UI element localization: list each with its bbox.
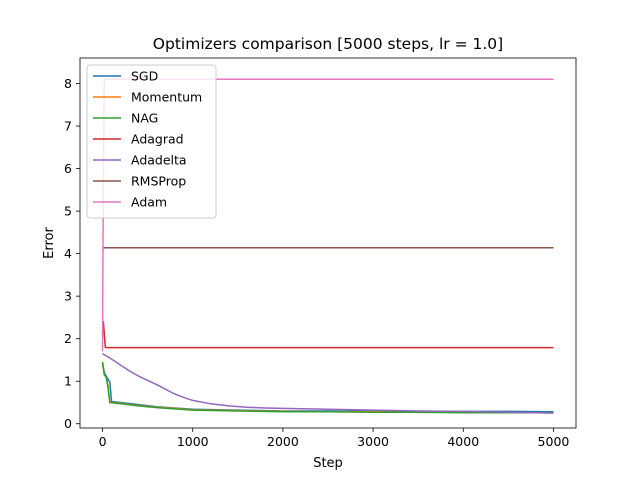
legend-label-nag: NAG (131, 111, 158, 126)
y-tick-label: 2 (64, 331, 72, 346)
y-tick-label: 6 (64, 161, 72, 176)
x-tick-label: 5000 (538, 434, 570, 449)
y-tick-label: 5 (64, 204, 72, 219)
legend-label-momentum: Momentum (131, 90, 202, 105)
y-tick-label: 3 (64, 289, 72, 304)
y-tick-label: 4 (64, 246, 72, 261)
x-axis-label: Step (313, 456, 343, 471)
series-line-sgd (101, 361, 554, 413)
x-axis-ticks: 0 1000 2000 3000 4000 5000 (99, 428, 570, 449)
y-tick-label: 8 (64, 76, 72, 91)
series-line-momentum (101, 361, 554, 414)
legend-label-sgd: SGD (131, 69, 158, 84)
y-tick-label: 7 (64, 119, 72, 134)
legend-label-adadelta: Adadelta (131, 153, 187, 168)
legend-label-adam: Adam (131, 195, 167, 210)
series-line-adagrad (102, 320, 554, 349)
y-axis-ticks: 0 1 2 3 4 5 6 7 8 (64, 76, 80, 431)
x-tick-label: 3000 (357, 434, 389, 449)
y-tick-label: 1 (64, 374, 72, 389)
x-tick-label: 0 (99, 434, 107, 449)
x-tick-label: 1000 (177, 434, 209, 449)
y-tick-label: 0 (64, 416, 72, 431)
x-tick-label: 2000 (267, 434, 299, 449)
x-tick-label: 4000 (447, 434, 479, 449)
legend: SGD Momentum NAG Adagrad Adadelta RMSProp Adam (86, 64, 217, 219)
legend-label-rmsprop: RMSProp (131, 174, 186, 189)
y-axis-label: Error (42, 227, 57, 259)
series-line-nag (101, 361, 554, 414)
legend-box (86, 64, 217, 219)
plot-frame (79, 57, 577, 429)
series-line-adadelta (102, 352, 554, 414)
legend-label-adagrad: Adagrad (131, 132, 184, 147)
chart-title: Optimizers comparison [5000 steps, lr = … (153, 35, 503, 53)
